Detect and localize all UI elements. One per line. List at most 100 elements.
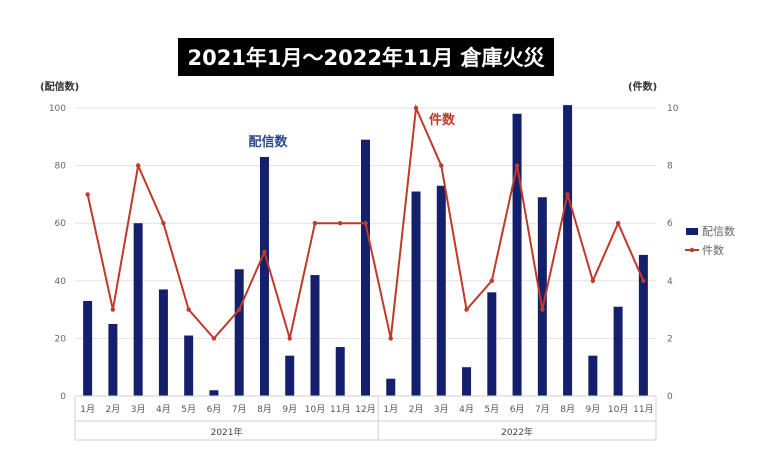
bar	[361, 139, 370, 396]
line-point	[590, 278, 596, 283]
x-tick-label: 8月	[257, 404, 272, 415]
line-point	[439, 163, 444, 168]
bar	[638, 254, 648, 396]
legend-bar-label: 配信数	[702, 225, 735, 238]
x-tick-label: 11月	[330, 404, 350, 415]
bar	[487, 292, 497, 396]
bar	[285, 355, 295, 396]
legend-line-label: 件数	[702, 244, 724, 257]
right-tick-label: 10	[667, 104, 679, 114]
bar	[310, 275, 320, 396]
line-point	[161, 221, 166, 226]
x-axis: 1月 2月 3月 4月 5月 6月 7月 8月 9月 10月 11月 12月 1月 2月 3月 4月 5月 6月 7…	[74, 395, 657, 441]
line-point	[135, 163, 141, 168]
x-tick-label: 6月	[207, 404, 222, 415]
bar	[209, 390, 219, 396]
x-tick-label: 9月	[585, 404, 600, 415]
bar	[234, 269, 244, 396]
bar	[133, 223, 143, 396]
left-tick-label: 0	[60, 392, 66, 402]
left-tick-label: 20	[55, 334, 67, 344]
x-tick-label: 10月	[305, 404, 325, 415]
chart-title: 2021年1月〜2022年11月 倉庫火災	[178, 38, 554, 76]
bar	[411, 191, 421, 396]
x-group-label: 2022年	[501, 426, 533, 438]
left-tick-label: 60	[55, 219, 67, 229]
bar	[158, 289, 168, 396]
right-axis: 0 2 4 6 8 10	[667, 104, 679, 402]
line-point	[312, 221, 318, 226]
bar	[386, 378, 396, 396]
bar	[259, 156, 269, 396]
x-tick-label: 3月	[434, 404, 449, 415]
left-tick-label: 40	[55, 277, 67, 287]
bar	[184, 335, 194, 396]
left-tick-label: 80	[55, 162, 67, 172]
annotations: 配信数 件数	[248, 112, 456, 150]
x-tick-label: 2月	[409, 404, 424, 415]
x-tick-label: 6月	[510, 404, 525, 415]
right-tick-label: 2	[667, 334, 673, 344]
x-tick-label: 8月	[560, 404, 575, 415]
right-axis-unit: (件数)	[628, 80, 657, 93]
bar	[335, 347, 345, 396]
right-tick-label: 6	[667, 219, 673, 229]
line-point	[413, 105, 419, 111]
line-point	[110, 307, 116, 312]
line-point	[236, 307, 242, 312]
x-tick-label: 12月	[355, 404, 375, 415]
legend-bar-swatch	[686, 228, 698, 235]
left-tick-label: 100	[49, 104, 66, 114]
bar	[563, 105, 573, 397]
line-point	[262, 249, 267, 255]
left-axis-unit: (配信数)	[40, 80, 79, 93]
bar	[108, 324, 118, 396]
line-point	[464, 307, 469, 312]
left-axis: 0 20 40 60 80 100	[49, 104, 66, 402]
x-tick-label: 4月	[156, 404, 171, 415]
bar	[613, 306, 623, 396]
line-point	[514, 163, 520, 168]
line-point	[540, 307, 545, 312]
x-tick-label: 5月	[484, 404, 499, 415]
x-group-label: 2021年	[211, 426, 243, 438]
bar	[588, 355, 598, 396]
line-series-annotation: 件数	[429, 112, 456, 128]
x-tick-label: 1月	[383, 404, 398, 415]
legend-line-marker	[689, 247, 695, 253]
line-point	[615, 221, 621, 226]
right-tick-label: 0	[667, 392, 673, 402]
bar	[462, 367, 472, 396]
x-tick-label: 1月	[80, 404, 95, 415]
x-tick-label: 4月	[459, 404, 474, 415]
bar	[436, 185, 446, 396]
x-tick-label: 2月	[106, 404, 121, 415]
line-point	[641, 278, 646, 283]
bar	[512, 113, 522, 396]
x-tick-label: 10月	[608, 404, 628, 415]
x-tick-label: 7月	[535, 404, 550, 415]
x-tick-label: 11月	[633, 404, 653, 415]
x-tick-label: 7月	[232, 404, 247, 415]
right-tick-label: 4	[667, 277, 673, 287]
line-point	[186, 307, 191, 312]
line-point	[489, 278, 495, 283]
bar-series-annotation: 配信数	[248, 134, 288, 150]
bar-series	[83, 105, 648, 397]
line-point	[338, 221, 343, 226]
x-tick-label: 3月	[131, 404, 146, 415]
line-point	[287, 336, 292, 341]
bar	[537, 197, 547, 396]
line-point	[363, 221, 368, 226]
bar	[83, 300, 93, 396]
line-series	[85, 104, 646, 341]
x-tick-label: 9月	[282, 404, 297, 415]
line-point	[85, 192, 90, 197]
line-point	[211, 336, 217, 341]
line-point	[388, 336, 393, 341]
right-tick-label: 8	[667, 162, 673, 172]
line-point	[565, 192, 570, 197]
x-tick-label: 5月	[181, 404, 196, 415]
